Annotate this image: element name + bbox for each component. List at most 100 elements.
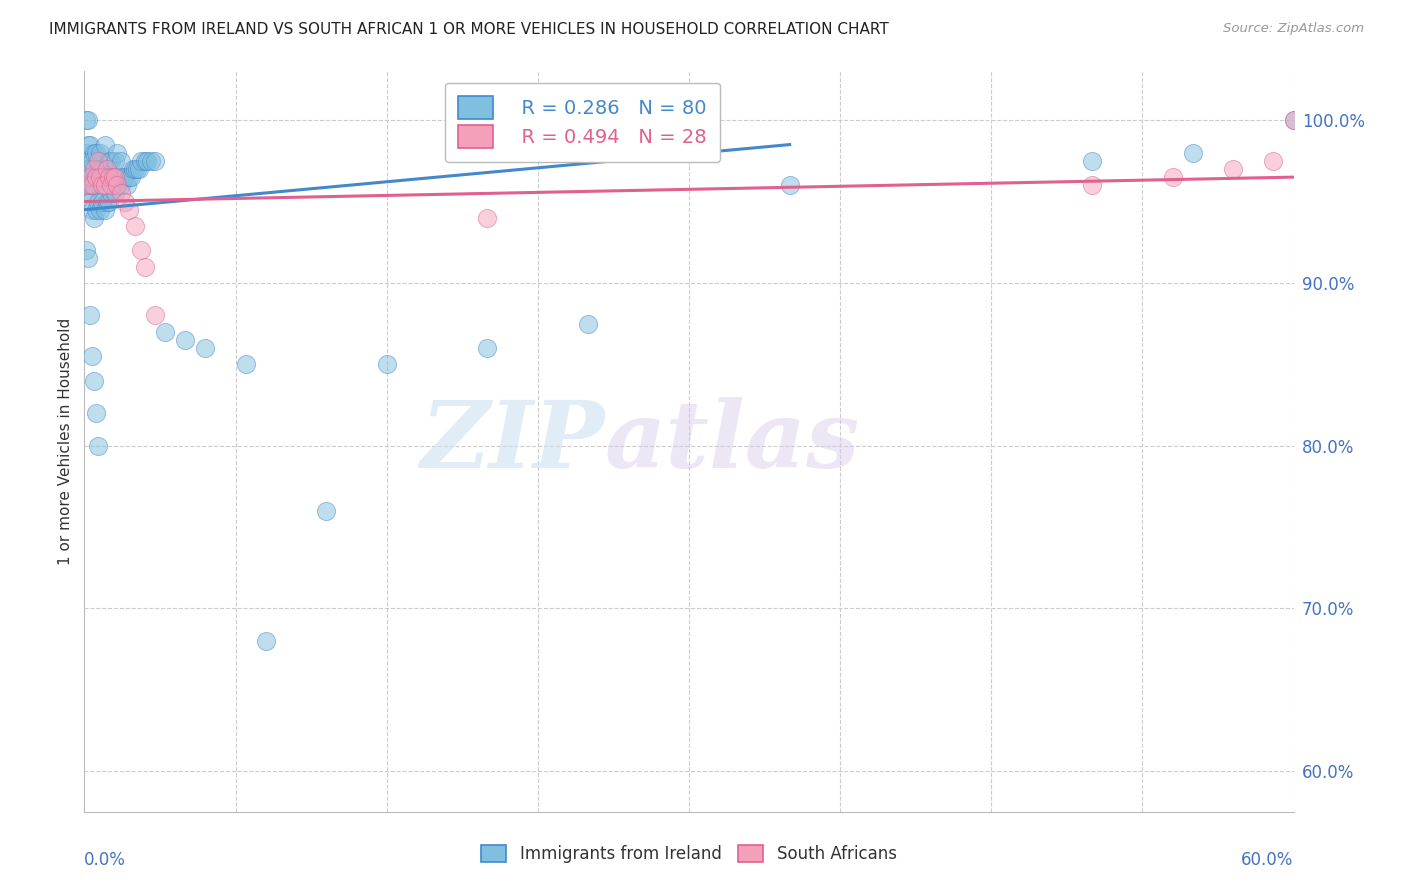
Point: [87, 161, 110, 176]
Point: [129, 244, 152, 258]
Point: [82, 153, 104, 168]
Point: [118, 170, 141, 185]
Point: [118, 202, 141, 217]
Point: [97, 194, 120, 209]
Point: [75, 244, 97, 258]
Point: [134, 153, 156, 168]
Point: [93, 178, 115, 193]
Point: [93, 170, 115, 185]
Point: [83, 161, 105, 176]
Point: [77, 153, 100, 168]
Point: [128, 161, 150, 176]
Point: [82, 178, 104, 193]
Point: [91, 194, 114, 209]
Point: [82, 349, 104, 363]
Point: [105, 178, 128, 193]
Point: [75, 161, 97, 176]
Point: [101, 170, 124, 185]
Point: [1282, 113, 1305, 128]
Point: [110, 178, 132, 193]
Point: [120, 170, 142, 185]
Point: [125, 161, 148, 176]
Point: [1081, 153, 1104, 168]
Point: [89, 170, 111, 185]
Point: [100, 186, 122, 201]
Point: [83, 211, 105, 225]
Point: [87, 194, 110, 209]
Point: [477, 211, 499, 225]
Point: [100, 153, 122, 168]
Point: [375, 357, 398, 371]
Text: 0.0%: 0.0%: [84, 851, 127, 869]
Point: [82, 202, 104, 217]
Point: [77, 186, 100, 201]
Point: [89, 145, 111, 160]
Text: ZIP: ZIP: [420, 397, 605, 486]
Point: [100, 178, 122, 193]
Point: [96, 161, 118, 176]
Point: [1263, 153, 1285, 168]
Point: [115, 178, 138, 193]
Point: [254, 633, 277, 648]
Text: 60.0%: 60.0%: [1241, 851, 1294, 869]
Point: [83, 145, 105, 160]
Point: [77, 178, 100, 193]
Point: [86, 170, 108, 185]
Point: [315, 504, 337, 518]
Point: [1181, 145, 1204, 160]
Point: [111, 170, 134, 185]
Point: [129, 153, 152, 168]
Point: [93, 137, 115, 152]
Point: [96, 194, 118, 209]
Text: Source: ZipAtlas.com: Source: ZipAtlas.com: [1223, 22, 1364, 36]
Point: [82, 178, 104, 193]
Point: [89, 170, 111, 185]
Point: [77, 252, 100, 266]
Point: [110, 153, 132, 168]
Point: [86, 202, 108, 217]
Text: atlas: atlas: [605, 397, 859, 486]
Point: [114, 194, 136, 209]
Point: [105, 145, 128, 160]
Point: [143, 309, 166, 323]
Point: [77, 170, 100, 185]
Point: [87, 153, 110, 168]
Point: [77, 137, 100, 152]
Text: IMMIGRANTS FROM IRELAND VS SOUTH AFRICAN 1 OR MORE VEHICLES IN HOUSEHOLD CORRELA: IMMIGRANTS FROM IRELAND VS SOUTH AFRICAN…: [49, 22, 889, 37]
Point: [97, 153, 120, 168]
Point: [79, 170, 101, 185]
Point: [1222, 161, 1244, 176]
Point: [104, 170, 127, 185]
Point: [83, 178, 105, 193]
Point: [107, 170, 129, 185]
Point: [174, 333, 197, 347]
Point: [75, 113, 97, 128]
Y-axis label: 1 or more Vehicles in Household: 1 or more Vehicles in Household: [58, 318, 73, 566]
Point: [124, 219, 146, 233]
Point: [110, 186, 132, 201]
Point: [1081, 178, 1104, 193]
Point: [235, 357, 257, 371]
Legend: Immigrants from Ireland, South Africans: Immigrants from Ireland, South Africans: [475, 838, 903, 870]
Point: [121, 161, 143, 176]
Point: [75, 178, 97, 193]
Point: [153, 325, 176, 339]
Point: [194, 341, 217, 355]
Point: [124, 161, 146, 176]
Point: [143, 153, 166, 168]
Point: [134, 260, 156, 274]
Point: [83, 374, 105, 388]
Point: [79, 137, 101, 152]
Point: [477, 341, 499, 355]
Point: [576, 317, 599, 331]
Point: [79, 178, 101, 193]
Point: [96, 161, 118, 176]
Point: [1161, 170, 1184, 185]
Point: [104, 153, 127, 168]
Point: [75, 145, 97, 160]
Point: [97, 170, 120, 185]
Point: [86, 170, 108, 185]
Point: [77, 113, 100, 128]
Point: [114, 170, 136, 185]
Point: [91, 161, 114, 176]
